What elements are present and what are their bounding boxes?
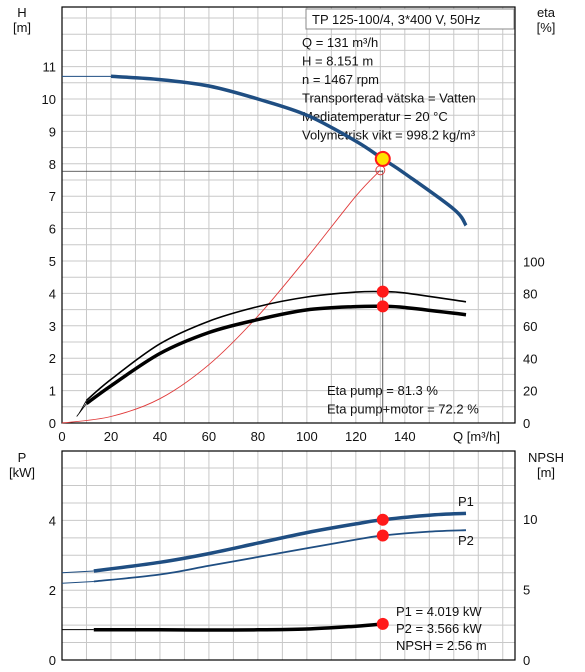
power-axis-label: P <box>18 450 27 465</box>
duty-point-marker <box>374 150 391 167</box>
p1-curve <box>93 511 467 573</box>
npsh-curve <box>93 622 383 632</box>
npsh-tick-label: 10 <box>523 512 537 527</box>
chart-title: TP 125-100/4, 3*400 V, 50Hz <box>312 12 480 27</box>
system-curve <box>61 169 381 424</box>
p1-curve-lead <box>61 570 94 574</box>
power-info: P1 = 4.019 kW P2 = 3.566 kW NPSH = 2.56 m <box>396 604 487 653</box>
npsh-tick-label: 5 <box>523 583 530 598</box>
bottom-plot-frame <box>61 450 516 661</box>
bottom-grid <box>62 451 515 660</box>
eta-tick-label: 60 <box>523 319 537 334</box>
power-axis-unit: [kW] <box>9 465 35 480</box>
npsh-marker <box>376 617 389 630</box>
head-axis-label: H <box>17 5 26 20</box>
head-tick-label: 5 <box>49 254 56 269</box>
power-tick-label: 4 <box>49 513 56 528</box>
duty-info-line: Q = 131 m³/h <box>302 35 378 50</box>
eta-info-line: Eta pump = 81.3 % <box>327 383 438 398</box>
p2-marker <box>376 529 389 542</box>
eta-pump-curve <box>85 290 467 402</box>
eta-pump-motor-marker <box>376 300 389 313</box>
duty-info-line: Transporterad vätska = Vatten <box>302 91 476 106</box>
p1-curve-label: P1 <box>458 494 474 509</box>
duty-info-line: n = 1467 rpm <box>302 72 379 87</box>
eta-axis-unit: [%] <box>537 20 556 35</box>
head-tick-label: 0 <box>49 416 56 431</box>
duty-info-line: H = 8.151 m <box>302 54 373 69</box>
duty-info-line: Mediatemperatur = 20 °C <box>302 109 448 124</box>
head-tick-label: 3 <box>49 319 56 334</box>
x-tick-label: 20 <box>104 429 118 444</box>
head-axis-unit: [m] <box>13 20 31 35</box>
eta-pump-motor-curve <box>85 304 467 406</box>
eta-tick-label: 20 <box>523 384 537 399</box>
p2-curve-label: P2 <box>458 533 474 548</box>
x-tick-label: 80 <box>251 429 265 444</box>
bottom-panel: P [kW] NPSH [m] 0 2 4 0 5 10 P1 P2 P1 = 4.019 … <box>9 450 564 668</box>
eta-tick-label: 40 <box>523 351 537 366</box>
eta-tick-label: 80 <box>523 287 537 302</box>
x-tick-label: 140 <box>394 429 416 444</box>
npsh-tick-label: 0 <box>523 653 530 668</box>
head-curve <box>110 74 468 227</box>
eta-info-line: Eta pump+motor = 72.2 % <box>327 402 479 417</box>
x-tick-label: 100 <box>296 429 318 444</box>
eta-pump-marker <box>376 285 389 298</box>
x-tick-label: 60 <box>202 429 216 444</box>
x-tick-label: 40 <box>153 429 167 444</box>
head-tick-label: 1 <box>49 384 56 399</box>
power-info-line: P1 = 4.019 kW <box>396 604 482 619</box>
head-tick-label: 4 <box>49 286 56 301</box>
eta-tick-label: 100 <box>523 254 545 269</box>
bottom-tick-labels: 0 2 4 0 5 10 <box>49 512 538 668</box>
top-curves <box>61 74 468 424</box>
flow-axis-label: Q [m³/h] <box>453 429 500 444</box>
eta-axis-label: eta <box>537 5 556 20</box>
power-info-line: NPSH = 2.56 m <box>396 638 487 653</box>
bottom-curves: P1 P2 <box>61 494 474 632</box>
duty-info-line: Volymetrisk vikt = 998.2 kg/m³ <box>302 128 476 143</box>
eta-tick-label: 0 <box>523 416 530 431</box>
head-tick-label: 8 <box>49 157 56 172</box>
duty-info: Q = 131 m³/h H = 8.151 m n = 1467 rpm Trans… <box>302 35 476 143</box>
top-tick-labels: 0 20 40 60 80 100 120 140 0 1 2 3 4 5 6 7 8 9 10 11 0 20 40 60 8… <box>42 60 545 444</box>
head-tick-label: 6 <box>49 222 56 237</box>
top-plot-frame <box>61 6 516 424</box>
head-tick-label: 9 <box>49 124 56 139</box>
x-tick-label: 120 <box>345 429 367 444</box>
top-panel: H [m] eta [%] Q [m³/h] 0 20 40 60 80 100 120 14… <box>13 5 556 444</box>
p2-curve-lead <box>61 580 94 584</box>
head-tick-label: 7 <box>49 189 56 204</box>
top-grid <box>62 7 515 423</box>
p1-marker <box>376 513 389 526</box>
head-tick-label: 2 <box>49 351 56 366</box>
head-tick-label: 10 <box>42 92 56 107</box>
head-tick-label: 11 <box>43 60 57 75</box>
power-tick-label: 0 <box>49 653 56 668</box>
eta-info: Eta pump = 81.3 % Eta pump+motor = 72.2 % <box>327 383 479 417</box>
power-info-line: P2 = 3.566 kW <box>396 621 482 636</box>
p2-curve <box>93 529 467 583</box>
npsh-axis-label: NPSH <box>528 450 564 465</box>
npsh-axis-unit: [m] <box>537 465 555 480</box>
x-tick-label: 0 <box>58 429 65 444</box>
power-tick-label: 2 <box>49 583 56 598</box>
title-box <box>305 8 515 30</box>
eta-curve-lead <box>76 403 87 417</box>
